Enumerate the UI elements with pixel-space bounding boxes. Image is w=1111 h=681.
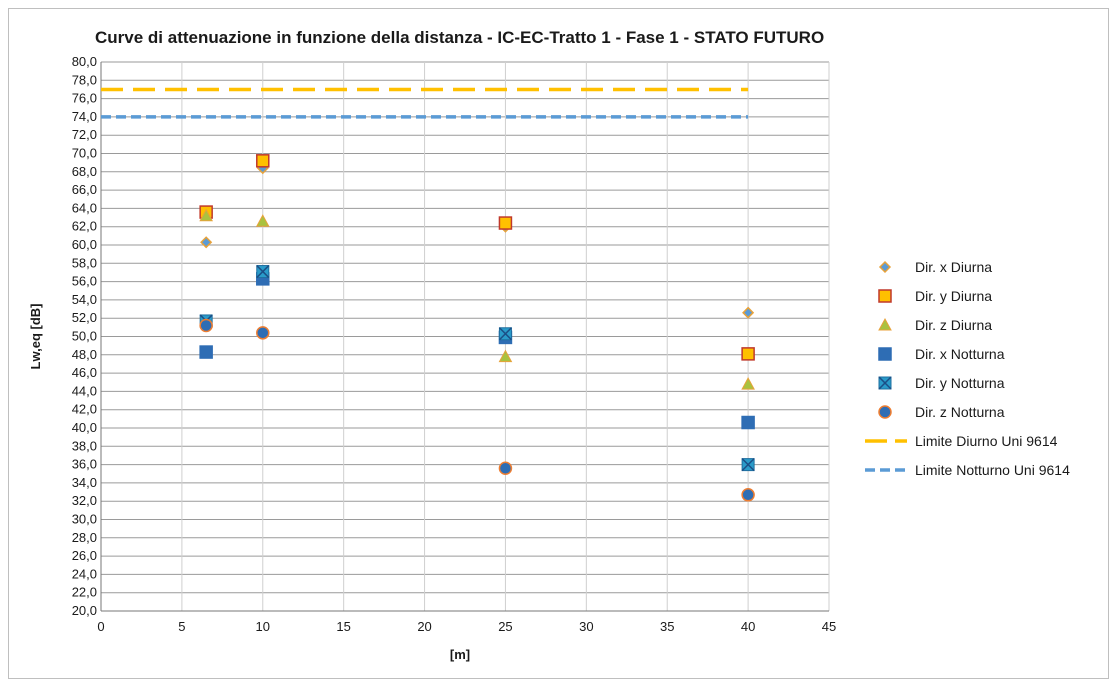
y-tick-label: 20,0 bbox=[72, 603, 97, 618]
legend-label: Dir. y Diurna bbox=[915, 288, 992, 304]
data-point bbox=[199, 318, 213, 333]
y-tick-label: 64,0 bbox=[72, 200, 97, 215]
y-tick-label: 48,0 bbox=[72, 347, 97, 362]
y-tick-label: 34,0 bbox=[72, 475, 97, 490]
legend-label: Dir. y Notturna bbox=[915, 375, 1005, 391]
legend-label: Dir. x Diurna bbox=[915, 259, 992, 275]
y-tick-label: 72,0 bbox=[72, 127, 97, 142]
legend-item: Dir. x Diurna bbox=[878, 259, 992, 275]
legend-label: Limite Diurno Uni 9614 bbox=[915, 433, 1058, 449]
data-point bbox=[741, 458, 755, 472]
data-point bbox=[741, 347, 755, 361]
legend-label: Dir. z Notturna bbox=[915, 404, 1005, 420]
data-point bbox=[256, 326, 270, 340]
x-tick-label: 30 bbox=[579, 619, 593, 634]
x-tick-label: 25 bbox=[498, 619, 512, 634]
y-tick-label: 50,0 bbox=[72, 329, 97, 344]
x-tick-label: 20 bbox=[417, 619, 431, 634]
chart-title: Curve di attenuazione in funzione della … bbox=[95, 28, 825, 47]
legend-item: Dir. x Notturna bbox=[878, 346, 1005, 362]
chart-frame bbox=[8, 8, 1109, 679]
y-axis-title: Lw,eq [dB] bbox=[28, 304, 43, 370]
y-tick-label: 76,0 bbox=[72, 91, 97, 106]
y-tick-label: 26,0 bbox=[72, 548, 97, 563]
y-tick-label: 60,0 bbox=[72, 237, 97, 252]
y-tick-label: 40,0 bbox=[72, 420, 97, 435]
data-points bbox=[199, 154, 755, 502]
y-tick-label: 68,0 bbox=[72, 164, 97, 179]
legend-label: Dir. z Diurna bbox=[915, 317, 992, 333]
legend-item: Dir. y Diurna bbox=[878, 288, 992, 304]
legend: Dir. x Diurna Dir. y Diurna Dir. z Diurna D… bbox=[865, 259, 1070, 478]
legend-swatch bbox=[878, 289, 892, 303]
data-point bbox=[741, 415, 755, 430]
y-tick-label: 54,0 bbox=[72, 292, 97, 307]
y-tick-label: 22,0 bbox=[72, 585, 97, 600]
y-tick-label: 32,0 bbox=[72, 493, 97, 508]
x-tick-label: 0 bbox=[97, 619, 104, 634]
data-point bbox=[741, 377, 755, 390]
y-tick-label: 70,0 bbox=[72, 146, 97, 161]
y-tick-label: 38,0 bbox=[72, 438, 97, 453]
data-point bbox=[200, 236, 213, 249]
y-tick-label: 24,0 bbox=[72, 566, 97, 581]
y-tick-label: 36,0 bbox=[72, 457, 97, 472]
y-tick-label: 66,0 bbox=[72, 182, 97, 197]
y-tick-label: 78,0 bbox=[72, 72, 97, 87]
y-tick-label: 44,0 bbox=[72, 383, 97, 398]
y-tick-label: 46,0 bbox=[72, 365, 97, 380]
x-tick-label: 15 bbox=[336, 619, 350, 634]
legend-swatch bbox=[878, 405, 892, 419]
y-tick-label: 74,0 bbox=[72, 109, 97, 124]
y-tick-label: 52,0 bbox=[72, 310, 97, 325]
data-point bbox=[199, 345, 213, 359]
data-point bbox=[741, 488, 755, 502]
legend-swatch bbox=[878, 347, 892, 361]
legend-item: Limite Notturno Uni 9614 bbox=[865, 462, 1070, 478]
grid bbox=[100, 61, 830, 612]
legend-swatch bbox=[878, 260, 892, 274]
x-tick-label: 35 bbox=[660, 619, 674, 634]
limit-lines bbox=[101, 87, 749, 119]
data-point bbox=[256, 265, 270, 279]
x-axis-title: [m] bbox=[450, 647, 470, 662]
legend-item: Dir. z Diurna bbox=[878, 317, 992, 333]
legend-label: Limite Notturno Uni 9614 bbox=[915, 462, 1070, 478]
data-point bbox=[498, 461, 513, 476]
legend-item: Dir. z Notturna bbox=[878, 404, 1005, 420]
legend-label: Dir. x Notturna bbox=[915, 346, 1005, 362]
x-tick-label: 45 bbox=[822, 619, 836, 634]
x-tick-label: 10 bbox=[256, 619, 270, 634]
legend-swatch bbox=[878, 317, 892, 331]
y-tick-label: 58,0 bbox=[72, 255, 97, 270]
data-point bbox=[199, 208, 213, 222]
y-tick-label: 80,0 bbox=[72, 54, 97, 69]
x-tick-label: 5 bbox=[178, 619, 185, 634]
y-tick-label: 42,0 bbox=[72, 402, 97, 417]
x-tick-label: 40 bbox=[741, 619, 755, 634]
y-tick-label: 30,0 bbox=[72, 512, 97, 527]
data-point bbox=[498, 349, 513, 363]
data-point bbox=[255, 214, 270, 227]
y-tick-label: 62,0 bbox=[72, 219, 97, 234]
y-tick-labels: 20,0 22,0 24,0 26,0 28,0 30,0 32,0 34,0 36,0 38,0… bbox=[72, 54, 97, 618]
data-point bbox=[498, 327, 512, 341]
y-tick-label: 28,0 bbox=[72, 530, 97, 545]
data-point bbox=[742, 306, 755, 319]
y-tick-label: 56,0 bbox=[72, 274, 97, 289]
legend-item: Dir. y Notturna bbox=[878, 375, 1005, 391]
x-tick-labels: 0 5 10 15 20 25 30 35 40 45 bbox=[97, 619, 836, 634]
data-point bbox=[256, 154, 270, 168]
legend-item: Limite Diurno Uni 9614 bbox=[865, 433, 1058, 449]
legend-swatch bbox=[878, 376, 892, 390]
data-point bbox=[498, 216, 513, 230]
